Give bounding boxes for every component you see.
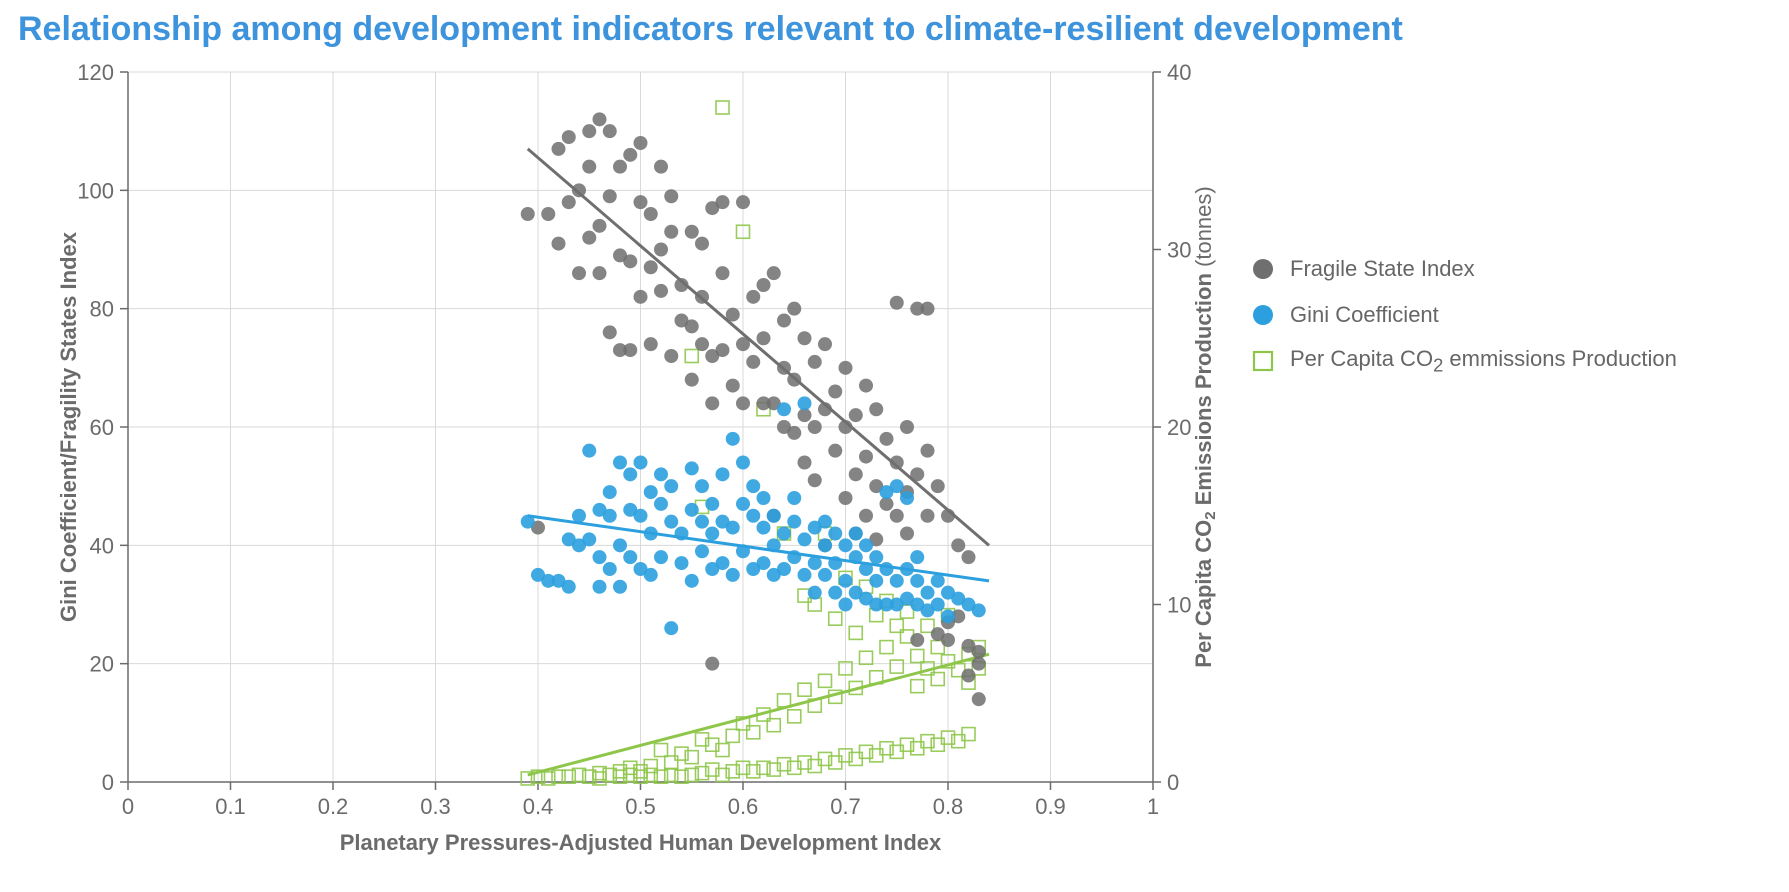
svg-text:20: 20: [90, 652, 114, 677]
svg-text:0: 0: [1167, 770, 1179, 795]
svg-text:60: 60: [90, 415, 114, 440]
scatter-chart: 00.10.20.30.40.50.60.70.80.9102040608010…: [58, 62, 1223, 862]
legend-item-gini: Gini Coefficient: [1250, 292, 1677, 338]
svg-text:0.4: 0.4: [523, 794, 554, 819]
legend-label: Per Capita CO2 emmissions Production: [1290, 346, 1677, 376]
svg-text:0.9: 0.9: [1035, 794, 1066, 819]
svg-text:0.3: 0.3: [420, 794, 451, 819]
svg-text:0: 0: [102, 770, 114, 795]
svg-text:0.6: 0.6: [728, 794, 759, 819]
legend-label: Fragile State Index: [1290, 256, 1475, 282]
svg-text:0.7: 0.7: [830, 794, 861, 819]
svg-text:Per Capita CO2 Emissions Produ: Per Capita CO2 Emissions Production (ton…: [1191, 186, 1219, 667]
svg-text:80: 80: [90, 297, 114, 322]
svg-text:0.1: 0.1: [215, 794, 246, 819]
svg-text:10: 10: [1167, 593, 1191, 618]
legend-item-co2: Per Capita CO2 emmissions Production: [1250, 338, 1677, 384]
circle-icon: [1250, 302, 1276, 328]
chart-container: Relationship among development indicator…: [0, 0, 1789, 892]
svg-text:Planetary Pressures-Adjusted H: Planetary Pressures-Adjusted Human Devel…: [340, 830, 942, 855]
legend: Fragile State Index Gini Coefficient Per…: [1250, 246, 1677, 384]
circle-icon: [1250, 256, 1276, 282]
square-icon: [1250, 348, 1276, 374]
legend-item-fragile: Fragile State Index: [1250, 246, 1677, 292]
svg-text:0.2: 0.2: [318, 794, 349, 819]
svg-text:40: 40: [90, 533, 114, 558]
svg-text:30: 30: [1167, 238, 1191, 263]
svg-text:40: 40: [1167, 62, 1191, 85]
svg-text:0.8: 0.8: [933, 794, 964, 819]
svg-text:0.5: 0.5: [625, 794, 656, 819]
svg-text:1: 1: [1147, 794, 1159, 819]
chart-title: Relationship among development indicator…: [18, 10, 1403, 49]
legend-label: Gini Coefficient: [1290, 302, 1439, 328]
svg-text:20: 20: [1167, 415, 1191, 440]
svg-text:Gini Coefficient/Fragility Sta: Gini Coefficient/Fragility States Index: [58, 231, 81, 622]
svg-text:0: 0: [122, 794, 134, 819]
svg-text:120: 120: [77, 62, 114, 85]
svg-text:100: 100: [77, 178, 114, 203]
